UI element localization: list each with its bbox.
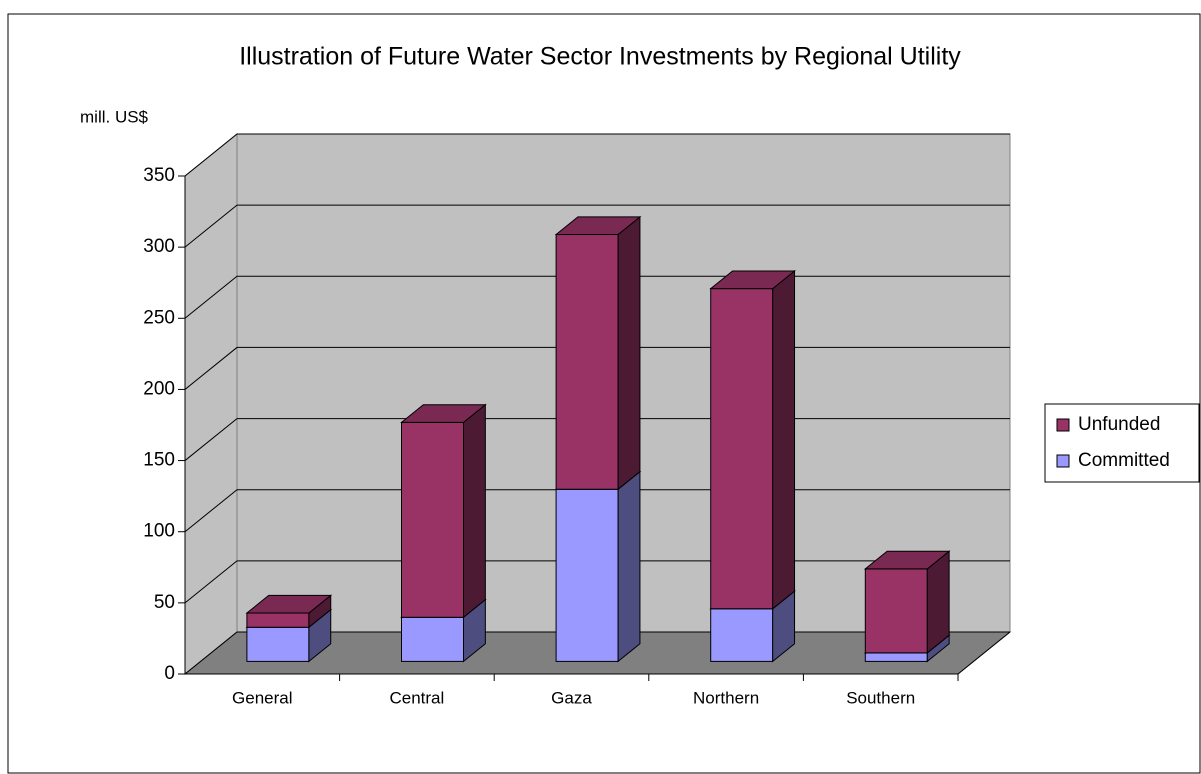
x-tick-label: Gaza — [551, 688, 592, 707]
bar-top — [709, 270, 796, 290]
x-tick-label: Northern — [693, 688, 759, 707]
bar-front — [710, 608, 774, 662]
bar-top — [400, 404, 487, 423]
bar-front — [864, 652, 928, 662]
bar-segment — [400, 403, 487, 619]
bar-front — [401, 616, 464, 662]
y-tick-label: 300 — [143, 236, 175, 257]
bar-front — [555, 234, 619, 490]
bar-top — [554, 216, 642, 236]
legend-label: Unfunded — [1078, 414, 1160, 435]
bar-front — [710, 288, 774, 610]
y-axis-label: mill. US$ — [80, 107, 149, 126]
legend-swatch — [1056, 418, 1070, 432]
y-tick-label: 0 — [164, 663, 175, 684]
grid-line — [184, 204, 1010, 248]
y-tick-label: 150 — [143, 450, 175, 471]
grid-line — [184, 133, 1010, 177]
y-tick-label: 100 — [143, 521, 175, 542]
bar-front — [246, 626, 310, 662]
legend-swatch — [1056, 454, 1070, 468]
bar-segment — [863, 550, 951, 654]
bar-front — [555, 488, 619, 662]
bar-side — [463, 403, 486, 619]
bar-front — [246, 612, 310, 628]
bar-side — [617, 215, 641, 491]
x-tick-label: General — [232, 688, 292, 707]
x-tick-label: Central — [389, 688, 444, 707]
y-tick-label: 350 — [143, 165, 175, 186]
bar-segment — [245, 594, 333, 629]
y-tick-label: 50 — [154, 592, 175, 613]
bar-segment — [709, 269, 796, 610]
bar-front — [864, 568, 928, 654]
x-tick-label: Southern — [846, 688, 915, 707]
bar-top — [863, 550, 951, 570]
bar-side — [617, 470, 641, 663]
y-tick-label: 200 — [143, 378, 175, 399]
bar-segment — [554, 215, 642, 491]
bar-segment — [554, 470, 642, 663]
legend-label: Committed — [1078, 450, 1170, 471]
chart-title: Illustration of Future Water Sector Inve… — [239, 43, 961, 71]
bar-top — [245, 594, 333, 614]
side-wall — [184, 132, 238, 676]
y-tick-label: 250 — [143, 307, 175, 328]
legend-box — [1044, 403, 1200, 483]
floor-edge — [957, 631, 1011, 675]
bar-side — [772, 269, 796, 610]
bar-front — [401, 421, 464, 618]
